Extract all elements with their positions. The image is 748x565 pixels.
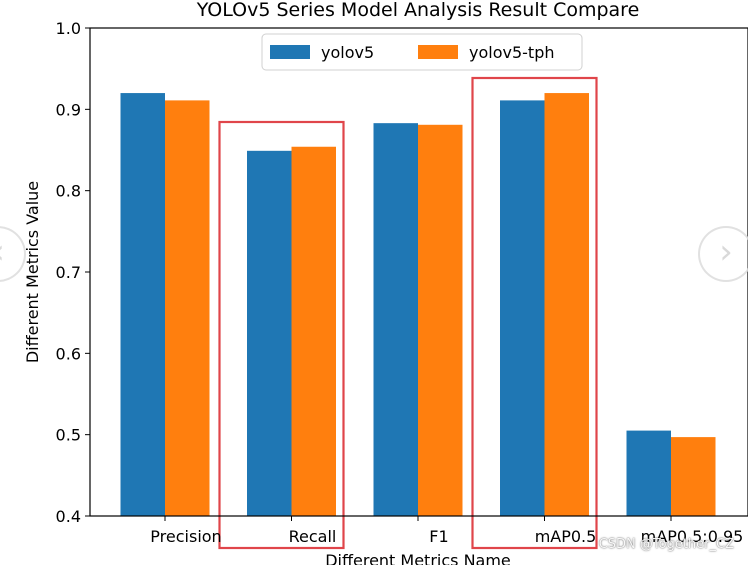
y-tick-label: 0.4 <box>56 507 81 526</box>
y-tick-label: 0.5 <box>56 426 81 445</box>
x-axis-ticks: Precision Recall F1 mAP0.5 mAP0.5:0.95 <box>150 516 743 546</box>
x-tick-label: Precision <box>150 527 221 546</box>
chevron-left-icon: ‹ <box>0 235 5 269</box>
bar-yolov5-f1 <box>373 123 418 516</box>
bar-yolov5-recall <box>247 150 292 516</box>
legend-label-yolov5: yolov5 <box>321 43 374 62</box>
y-tick-label: 0.8 <box>56 182 81 201</box>
chart-title: YOLOv5 Series Model Analysis Result Comp… <box>196 0 640 21</box>
y-axis-ticks: 0.4 0.5 0.6 0.7 0.8 0.9 1.0 <box>56 19 90 526</box>
legend-swatch-yolov5 <box>270 45 310 59</box>
bar-yolov5-precision <box>120 93 165 517</box>
chevron-right-icon: › <box>719 232 733 272</box>
legend-swatch-yolov5-tph <box>418 45 458 59</box>
bar-yolov5-tph-map0-5-0-95 <box>671 437 716 516</box>
highlight-box-recall <box>218 120 345 550</box>
bar-yolov5-map0-5-0-95 <box>626 430 671 516</box>
next-image-button[interactable]: › <box>698 226 748 282</box>
bars-group <box>120 93 716 517</box>
bar-yolov5-tph-map0-5 <box>544 93 589 517</box>
y-tick-label: 0.6 <box>56 344 81 363</box>
x-tick-label: mAP0.5:0.95 <box>641 527 744 546</box>
x-tick-label: mAP0.5 <box>535 527 597 546</box>
legend: yolov5 yolov5-tph <box>261 33 583 71</box>
highlight-box-map0-5 <box>471 76 598 550</box>
watermark: CSDN @Together_CZ <box>598 537 734 552</box>
legend-label-yolov5-tph: yolov5-tph <box>469 43 554 62</box>
x-axis-label: Different Metrics Name <box>325 551 511 565</box>
y-tick-label: 1.0 <box>56 19 81 38</box>
bar-yolov5-tph-precision <box>165 100 210 517</box>
y-axis-label: Different Metrics Value <box>23 181 42 363</box>
y-tick-label: 0.9 <box>56 100 81 119</box>
y-tick-label: 0.7 <box>56 263 81 282</box>
bar-yolov5-tph-recall <box>291 146 336 516</box>
bar-yolov5-tph-f1 <box>418 124 463 516</box>
bar-yolov5-map0-5 <box>500 100 545 517</box>
highlight-boxes <box>218 76 598 550</box>
x-tick-label: F1 <box>429 527 448 546</box>
x-tick-label: Recall <box>289 527 337 546</box>
